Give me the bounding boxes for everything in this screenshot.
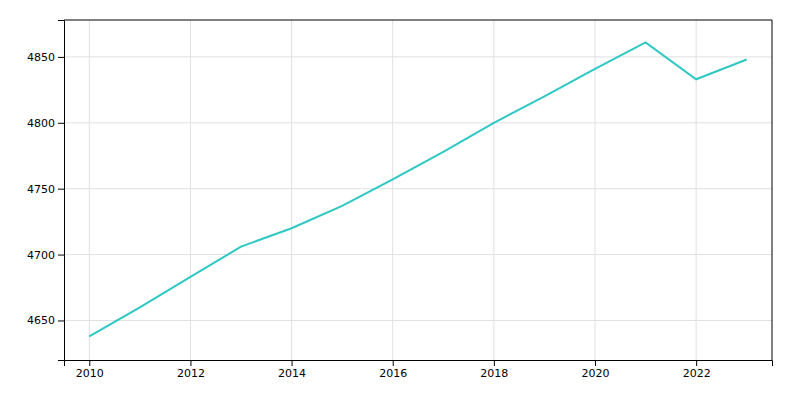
tick-label: 2016 [379,367,407,380]
tick-mark [58,123,64,124]
tick-mark [58,255,64,256]
tick-label: 4700 [27,249,55,262]
line [89,42,746,336]
tick-mark [393,360,394,366]
grid-line [89,20,90,360]
axis-line [65,361,773,367]
tick-mark [696,360,697,366]
x-axis: 2010 2012 2014 2016 2018 2020 2022 [65,360,773,380]
grid-line [493,20,494,360]
tick-label: 2018 [480,367,508,380]
tick-label: 4650 [27,314,55,327]
tick: 2014 [278,360,306,380]
tick-label: 2022 [683,367,711,380]
tick: 2010 [76,360,104,380]
tick: 2012 [177,360,205,380]
tick: 2022 [683,360,711,380]
tick-mark [58,320,64,321]
grid-line [64,320,772,321]
grid-line [291,20,292,360]
frame [64,20,772,21]
tick-mark [58,189,64,190]
tick: 4850 [27,51,64,64]
tick-mark [595,360,596,366]
grid-line [392,20,393,360]
frame [772,20,773,360]
tick-label: 4800 [27,117,55,130]
plot: 2010 2012 2014 2016 2018 2020 2022 4650 4700 4750… [27,20,773,380]
tick-mark [494,360,495,366]
tick-label: 4750 [27,183,55,196]
tick: 2018 [480,360,508,380]
grid-line [696,20,697,360]
grid-line [64,122,772,123]
tick-label: 2020 [582,367,610,380]
grid-line [64,254,772,255]
tick-mark [292,360,293,366]
tick-mark [89,360,90,366]
marks [89,42,746,336]
tick-mark [190,360,191,366]
y-axis: 4650 4700 4750 4800 4850 [27,21,65,361]
tick: 4750 [27,183,64,196]
tick-label: 4850 [27,51,55,64]
tick: 2016 [379,360,407,380]
tick-label: 2010 [76,367,104,380]
tick: 4650 [27,314,64,327]
axis-line [58,21,65,361]
grid-line [64,188,772,189]
tick-label: 2014 [278,367,306,380]
tick-mark [58,57,64,58]
grid [64,20,772,360]
tick: 4700 [27,249,64,262]
tick: 2020 [582,360,610,380]
tick: 4800 [27,117,64,130]
chart: 2010 2012 2014 2016 2018 2020 2022 4650 4700 4750… [0,0,800,400]
grid-line [190,20,191,360]
grid-line [595,20,596,360]
tick-label: 2012 [177,367,205,380]
